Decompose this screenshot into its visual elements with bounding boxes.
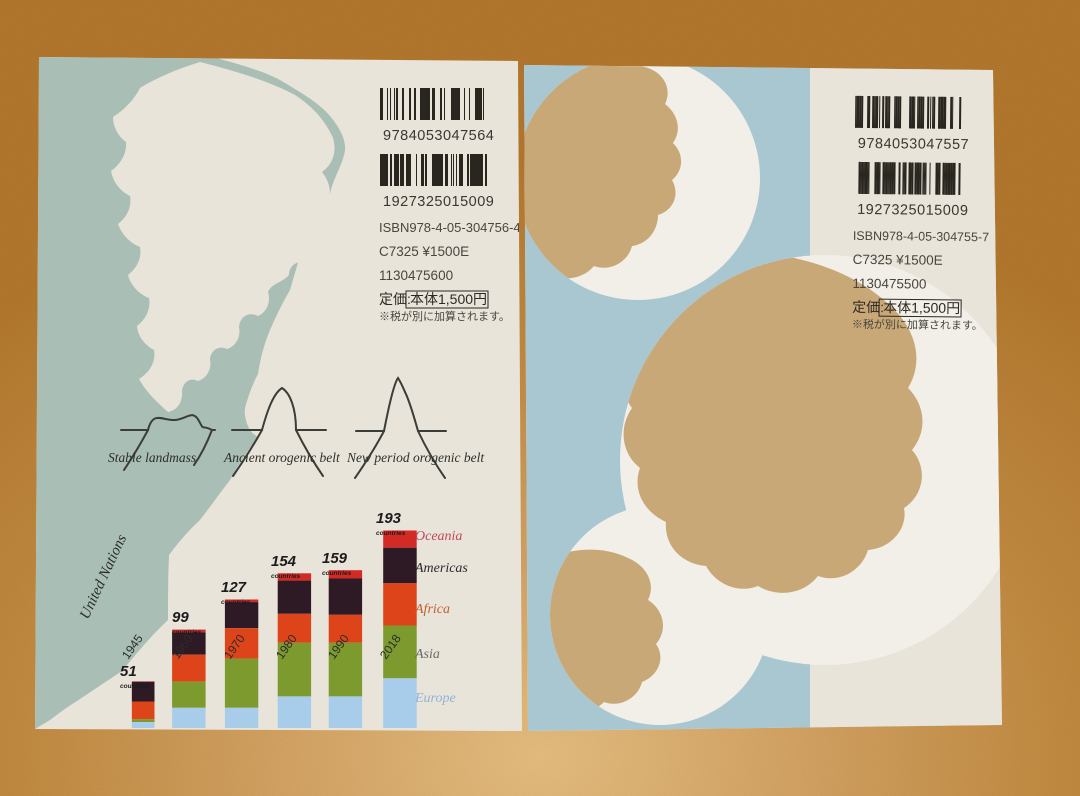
svg-text:countries: countries — [221, 599, 251, 606]
svg-text:C7325 ¥1500E: C7325 ¥1500E — [379, 244, 469, 259]
svg-text:159: 159 — [322, 550, 348, 567]
svg-text:Oceania: Oceania — [415, 529, 462, 544]
svg-text:1130475500: 1130475500 — [852, 276, 926, 292]
svg-text:51: 51 — [120, 663, 137, 680]
svg-text:1927325015009: 1927325015009 — [383, 194, 494, 210]
svg-text:Stable landmass: Stable landmass — [108, 450, 196, 465]
svg-text:本体1,500円: 本体1,500円 — [883, 299, 960, 316]
svg-text:Asia: Asia — [414, 647, 440, 662]
svg-text:New period orogenic belt: New period orogenic belt — [346, 450, 485, 465]
svg-text:ISBN978-4-05-304756-4: ISBN978-4-05-304756-4 — [379, 220, 521, 235]
svg-text:Africa: Africa — [414, 602, 450, 617]
svg-text:countries: countries — [271, 573, 301, 580]
svg-text:193: 193 — [376, 510, 402, 527]
svg-text:154: 154 — [271, 553, 297, 570]
svg-text:99: 99 — [172, 609, 189, 626]
svg-text:9784053047564: 9784053047564 — [383, 128, 494, 144]
svg-text:1927325015009: 1927325015009 — [857, 202, 969, 219]
svg-text:※税が別に加算されます。: ※税が別に加算されます。 — [852, 317, 983, 332]
svg-text:※税が別に加算されます。: ※税が別に加算されます。 — [379, 309, 510, 323]
svg-text:countries: countries — [376, 530, 406, 537]
svg-text:1130475600: 1130475600 — [379, 268, 453, 283]
svg-text:Ancient orogenic belt: Ancient orogenic belt — [223, 450, 341, 465]
svg-text:ISBN978-4-05-304755-7: ISBN978-4-05-304755-7 — [853, 229, 989, 244]
svg-text:Americas: Americas — [414, 561, 468, 576]
svg-text:9784053047557: 9784053047557 — [858, 136, 970, 153]
svg-text:本体1,500円: 本体1,500円 — [410, 291, 487, 307]
svg-text:countries: countries — [120, 683, 150, 690]
svg-text:countries: countries — [322, 570, 352, 577]
svg-text:127: 127 — [221, 579, 247, 596]
svg-text:Europe: Europe — [414, 691, 456, 706]
svg-text:C7325 ¥1500E: C7325 ¥1500E — [853, 252, 943, 268]
